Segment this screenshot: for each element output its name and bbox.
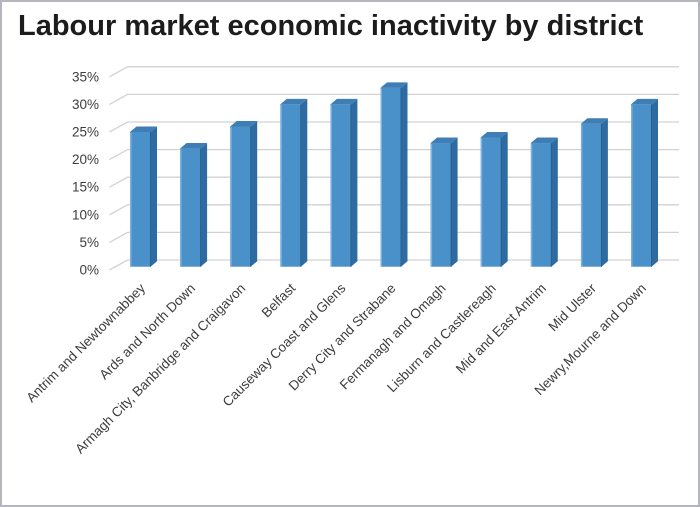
bar-front-face [230, 126, 251, 267]
gridline [109, 66, 679, 78]
bar-side-face [150, 126, 157, 267]
bar-top-face [280, 98, 308, 105]
bar-side-face [501, 132, 508, 267]
bar-side-face [401, 82, 408, 267]
bar-side-face [451, 137, 458, 267]
bar-top-face [180, 143, 208, 149]
bar-top-face [480, 132, 508, 138]
x-axis-category-label: Mid Ulster [545, 280, 599, 334]
bar-side-face [651, 98, 658, 267]
bar-front-face [180, 148, 201, 267]
bar-front-face [380, 87, 401, 267]
x-axis-category-label: Belfast [259, 280, 299, 320]
bar-side-face [350, 98, 358, 267]
x-axis-category-label: Ards and North Down [96, 281, 198, 383]
y-axis-tick-label: 20% [72, 152, 99, 167]
bar-front-face [130, 132, 151, 267]
y-axis-tick-label: 10% [72, 207, 99, 222]
bar-front-face [430, 143, 452, 267]
y-axis-tick-label: 0% [79, 263, 99, 278]
bar-front-face [280, 104, 301, 267]
bar-front-face [580, 123, 602, 267]
bar-side-face [250, 120, 258, 267]
bar-top-face [530, 137, 558, 144]
bar-side-face [551, 137, 558, 267]
y-axis-tick-label: 25% [72, 125, 99, 140]
bar-side-face [601, 118, 608, 267]
gridline [109, 121, 679, 133]
bar-front-face [330, 104, 351, 267]
bar-front-face [530, 143, 552, 267]
bar-top-face [580, 118, 608, 124]
chart-title: Labour market economic inactivity by dis… [18, 10, 644, 42]
bar-front-face [480, 137, 502, 267]
bar-side-face [300, 98, 308, 267]
bar-side-face [200, 143, 208, 267]
bar-top-face [130, 126, 157, 132]
bar-top-face [430, 137, 458, 144]
bar-top-face [230, 120, 258, 127]
y-axis-tick-label: 15% [72, 180, 99, 195]
bar-front-face [631, 104, 652, 267]
y-axis-tick-label: 5% [79, 235, 99, 250]
y-axis-tick-label: 35% [72, 69, 99, 84]
x-axis-category-label: Mid and East Antrim [453, 281, 549, 377]
bar-top-face [380, 82, 408, 88]
y-axis-tick-label: 30% [72, 97, 99, 112]
bar-top-face [330, 98, 358, 105]
gridline [109, 93, 679, 105]
bar-top-face [631, 98, 658, 105]
